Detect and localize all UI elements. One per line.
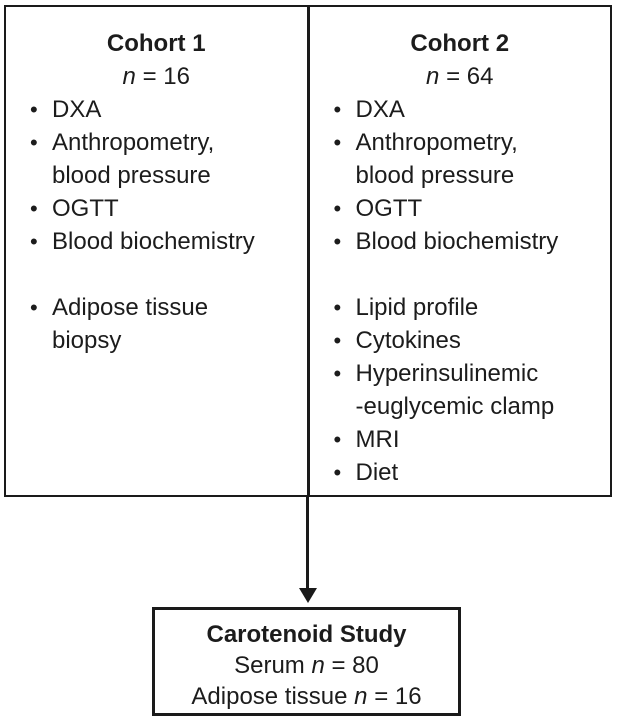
- n-value: = 64: [439, 63, 494, 90]
- list-item: • MRI: [332, 423, 611, 456]
- list-item-label: Blood biochemistry: [355, 228, 559, 255]
- n-variable: n: [122, 63, 136, 90]
- list-item-label: Diet: [355, 459, 399, 486]
- cohort2-baseline-list: • DXA • Anthropometry, blood pressure • OGT…: [310, 93, 611, 258]
- serum-label: Serum: [234, 652, 312, 679]
- n-variable: n: [311, 652, 325, 679]
- list-item-label: Hyperinsulinemic -euglycemic clamp: [355, 360, 555, 420]
- list-item-label: Adipose tissue biopsy: [52, 294, 209, 354]
- adipose-label: Adipose tissue: [191, 683, 355, 710]
- list-item-label: Anthropometry, blood pressure: [52, 129, 215, 189]
- flow-arrow-line: [306, 497, 309, 590]
- list-item: • DXA: [332, 93, 611, 126]
- bullet-icon: •: [333, 229, 342, 254]
- bullet-icon: •: [333, 361, 342, 386]
- cohort2-panel: Cohort 2 n = 64 • DXA • Anthropometry, blo…: [310, 7, 611, 495]
- cohort1-title: Cohort 1: [106, 30, 206, 57]
- cohort2-sample-size: n = 64: [310, 60, 611, 93]
- bullet-icon: •: [333, 328, 342, 353]
- cohort1-sample-size: n = 16: [6, 60, 307, 93]
- bullet-icon: •: [333, 130, 342, 155]
- list-item: • Adipose tissue biopsy: [28, 291, 307, 357]
- bullet-icon: •: [333, 196, 342, 221]
- cohorts-box: Cohort 1 n = 16 • DXA • Anthropometry, blo…: [4, 5, 612, 497]
- adipose-sample-size: Adipose tissue n = 16: [155, 681, 458, 712]
- cohort1-baseline-list: • DXA • Anthropometry, blood pressure • OGT…: [6, 93, 307, 258]
- list-item-label: MRI: [355, 426, 400, 453]
- list-item: • Lipid profile: [332, 291, 611, 324]
- list-item: • Anthropometry, blood pressure: [28, 126, 307, 192]
- bullet-icon: •: [30, 196, 38, 221]
- cohort2-title: Cohort 2: [410, 30, 510, 57]
- list-item: • Blood biochemistry: [28, 225, 307, 258]
- bullet-icon: •: [30, 229, 38, 254]
- n-variable: n: [354, 683, 368, 710]
- list-item-label: OGTT: [355, 195, 423, 222]
- bullet-icon: •: [333, 97, 342, 122]
- list-item-label: OGTT: [52, 195, 119, 222]
- list-item: • Diet: [332, 456, 611, 489]
- n-variable: n: [426, 63, 440, 90]
- cohort1-panel: Cohort 1 n = 16 • DXA • Anthropometry, blo…: [6, 7, 310, 495]
- bullet-icon: •: [333, 295, 342, 320]
- list-item: • DXA: [28, 93, 307, 126]
- result-box-title: Carotenoid Study: [206, 621, 407, 648]
- carotenoid-study-box: Carotenoid Study Serum n = 80 Adipose ti…: [152, 607, 461, 716]
- list-item-label: Anthropometry, blood pressure: [355, 129, 518, 189]
- cohort1-additional-list: • Adipose tissue biopsy: [6, 291, 307, 357]
- list-item: • Blood biochemistry: [332, 225, 611, 258]
- bullet-icon: •: [30, 97, 38, 122]
- list-item: • Anthropometry, blood pressure: [332, 126, 611, 192]
- list-item-label: DXA: [355, 96, 405, 123]
- list-item: • Hyperinsulinemic -euglycemic clamp: [332, 357, 611, 423]
- n-value: = 80: [324, 652, 379, 679]
- cohort2-additional-list: • Lipid profile • Cytokines • Hyperinsuline…: [310, 291, 611, 489]
- bullet-icon: •: [333, 427, 342, 452]
- serum-sample-size: Serum n = 80: [155, 650, 458, 681]
- list-item-label: Lipid profile: [355, 294, 479, 321]
- bullet-icon: •: [30, 130, 38, 155]
- list-item: • Cytokines: [332, 324, 611, 357]
- list-item-label: DXA: [52, 96, 102, 123]
- list-item: • OGTT: [332, 192, 611, 225]
- list-item-label: Blood biochemistry: [52, 228, 255, 255]
- bullet-icon: •: [333, 460, 342, 485]
- n-value: = 16: [367, 683, 422, 710]
- bullet-icon: •: [30, 295, 38, 320]
- n-value: = 16: [135, 63, 190, 90]
- list-item: • OGTT: [28, 192, 307, 225]
- list-item-label: Cytokines: [355, 327, 461, 354]
- arrow-down-icon: [299, 588, 317, 603]
